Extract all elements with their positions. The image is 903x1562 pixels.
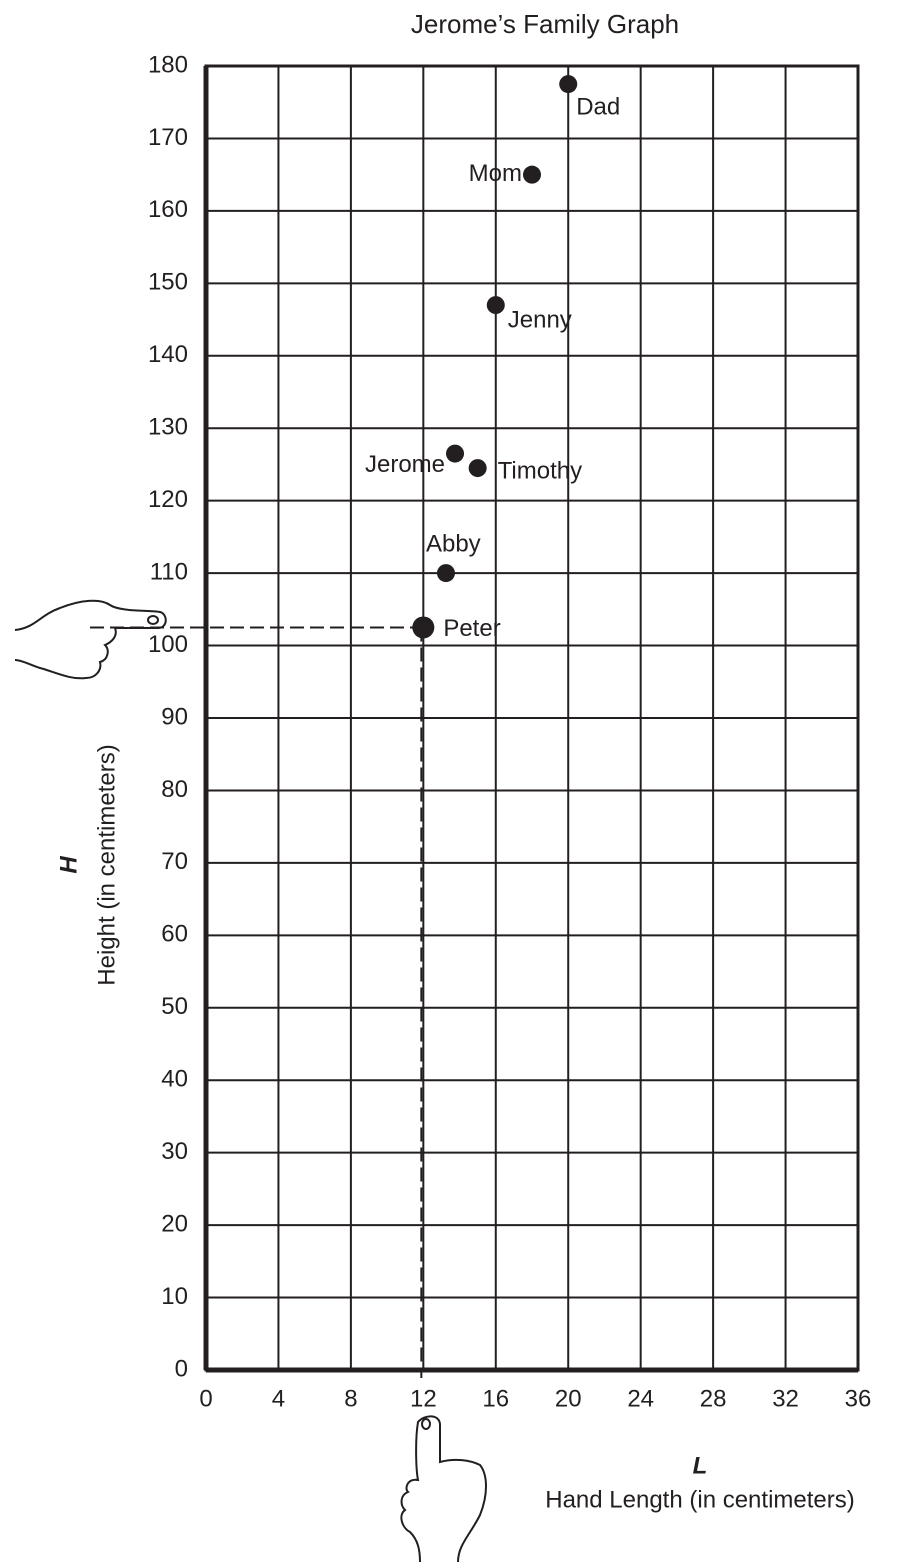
point — [523, 166, 541, 184]
point-label: Jenny — [508, 306, 572, 333]
x-tick-label: 24 — [627, 1385, 654, 1412]
point-label: Mom — [469, 160, 522, 187]
point — [469, 459, 487, 477]
x-tick-label: 12 — [410, 1385, 437, 1412]
y-tick-label: 70 — [161, 848, 188, 875]
y-tick-label: 80 — [161, 776, 188, 803]
pointing-hand-bottom — [401, 1416, 486, 1562]
point-label: Abby — [426, 530, 481, 557]
y-tick-label: 110 — [150, 558, 188, 585]
y-tick-label: 140 — [148, 341, 188, 368]
chart-title: Jerome’s Family Graph — [411, 9, 679, 39]
x-axis-label: Hand Length (in centimeters) — [545, 1486, 855, 1513]
point — [487, 296, 505, 314]
pointing-hand-left — [15, 601, 166, 679]
y-tick-label: 160 — [148, 196, 188, 223]
x-axis-symbol: L — [693, 1452, 708, 1479]
y-tick-label: 130 — [148, 414, 188, 441]
y-tick-label: 0 — [175, 1355, 188, 1382]
y-tick-label: 90 — [161, 703, 188, 730]
y-tick-label: 170 — [148, 124, 188, 151]
y-tick-label: 20 — [161, 1210, 188, 1237]
x-tick-label: 32 — [772, 1385, 799, 1412]
point — [412, 616, 434, 638]
x-tick-label: 8 — [344, 1385, 357, 1412]
point-label: Jerome — [365, 451, 445, 478]
y-tick-label: 10 — [161, 1283, 188, 1310]
point-label: Dad — [576, 93, 620, 120]
y-axis-label: Height (in centimeters) — [93, 744, 120, 985]
y-tick-label: 150 — [148, 269, 188, 296]
y-axis-symbol: H — [55, 856, 82, 874]
y-tick-label: 100 — [148, 631, 188, 658]
point — [446, 445, 464, 463]
y-tick-label: 40 — [161, 1066, 188, 1093]
y-tick-label: 30 — [161, 1138, 188, 1165]
y-tick-label: 180 — [148, 51, 188, 78]
point-label: Timothy — [498, 457, 582, 484]
x-tick-label: 36 — [845, 1385, 872, 1412]
point — [437, 564, 455, 582]
x-tick-label: 28 — [700, 1385, 727, 1412]
y-tick-label: 60 — [161, 921, 188, 948]
point-label: Peter — [443, 615, 500, 642]
y-tick-label: 120 — [148, 486, 188, 513]
point — [559, 75, 577, 93]
chart: Jerome’s Family Graph H Height (in centi… — [0, 0, 903, 1562]
x-tick-label: 20 — [555, 1385, 582, 1412]
y-tick-label: 50 — [161, 993, 188, 1020]
x-tick-label: 16 — [482, 1385, 509, 1412]
x-tick-label: 4 — [272, 1385, 285, 1412]
x-tick-label: 0 — [199, 1385, 212, 1412]
